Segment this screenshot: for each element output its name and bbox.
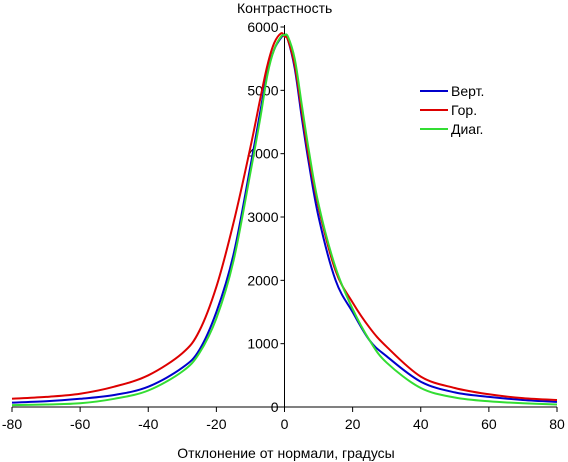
series-line-3 [11,33,558,407]
x-tick-label: 0 [281,416,289,432]
y-tick-label: 3000 [247,209,278,225]
legend-label-2: Гор. [451,102,477,118]
x-tick-label: 80 [549,416,565,432]
x-tick-label: -80 [2,416,22,432]
y-tick-label: 1000 [247,336,278,352]
y-tick-label: 6000 [247,19,278,35]
legend-label-1: Верт. [451,83,484,99]
series-line-2 [11,32,558,401]
y-axis-label: Контрастность [237,0,332,16]
x-tick-label: 40 [413,416,429,432]
x-tick-label: 20 [345,416,361,432]
legend: Верт. Гор. Диаг. [420,83,484,137]
x-tick-label: -60 [70,416,90,432]
x-axis-label: Отклонение от нормали, градусы [177,445,394,461]
x-tick-label: 60 [481,416,497,432]
y-tick-label: 0 [271,399,279,415]
legend-label-3: Диаг. [451,121,483,137]
y-tick-label: 2000 [247,272,278,288]
x-tick-label: -40 [138,416,158,432]
x-tick-label: -20 [206,416,226,432]
plot-area: -80 -60 -40 -20 0 20 40 60 800100020003000400050… [2,19,565,432]
